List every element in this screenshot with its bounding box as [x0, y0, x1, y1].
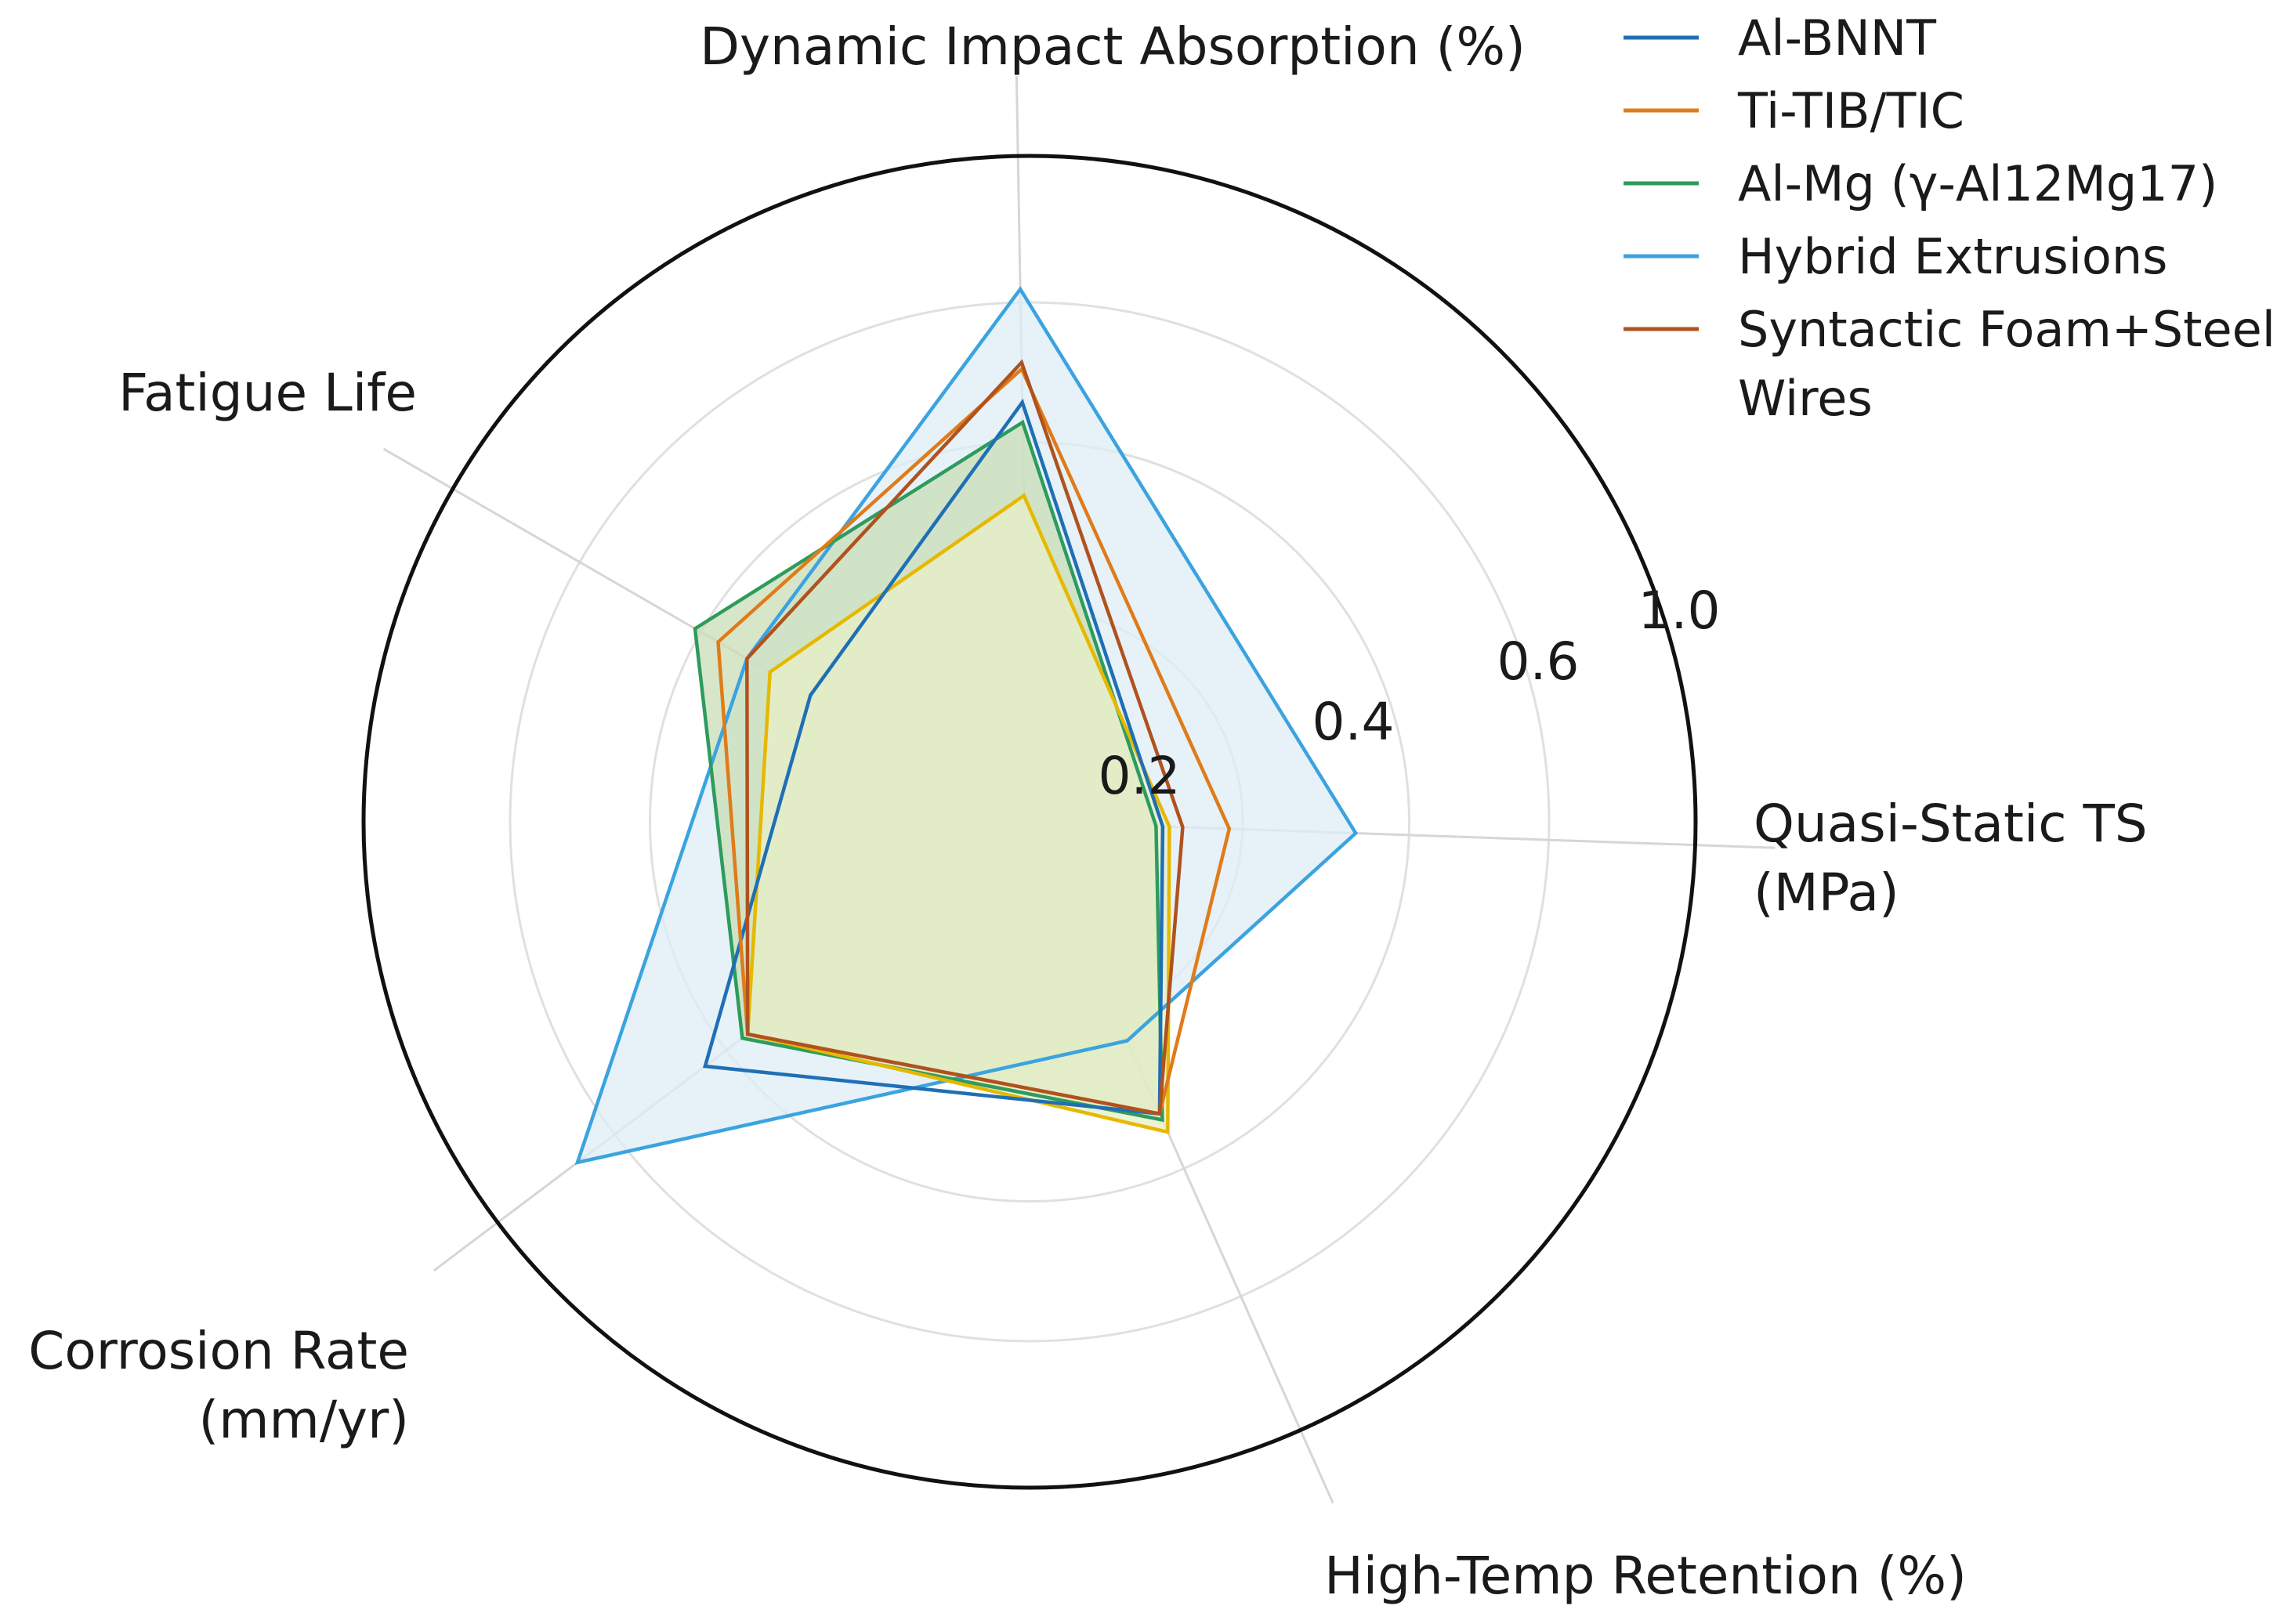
series-lines — [574, 286, 1359, 1165]
legend-label-ti-tib-tic: Ti-TIB/TIC — [1737, 82, 1964, 139]
series-line-syntactic-foam-steel-wires — [745, 359, 1185, 1116]
series-line-hybrid-extrusions — [574, 286, 1359, 1165]
axis-label-corrosion-rate-mm-yr: Corrosion Rate (mm/yr) — [28, 1321, 409, 1450]
legend-label-syntactic-foam-steel-wires: Syntactic Foam+Steel Wires — [1738, 301, 2275, 427]
radial-tick-label: 1.0 — [1638, 581, 1721, 641]
axis-label-quasi-static-ts-mpa: Quasi-Static TS (MPa) — [1754, 794, 2148, 923]
axis-label-dynamic-impact-absorption: Dynamic Impact Absorption (%) — [700, 16, 1526, 77]
radial-tick-label: 0.4 — [1312, 692, 1395, 752]
series-line-al-bnnt — [703, 398, 1165, 1116]
radial-tick-label: 0.2 — [1099, 746, 1181, 806]
series-fill-unlabeled-yellow — [748, 495, 1170, 1132]
legend-label-hybrid-extrusions: Hybrid Extrusions — [1738, 228, 2167, 285]
radial-tick-label: 0.6 — [1497, 631, 1580, 692]
legend-label-al-mg-al12mg17: Al-Mg (γ-Al12Mg17) — [1738, 155, 2217, 212]
series-line-al-mg-al12mg17 — [693, 419, 1164, 1123]
radial-tick-labels: 0.2 0.4 0.6 1.0 — [1099, 581, 1721, 806]
axis-labels: Dynamic Impact Absorption (%) Quasi-Stati… — [28, 16, 2147, 1606]
legend: Al-BNNT Ti-TIB/TIC Al-Mg (γ-Al12Mg17) Hybri… — [1624, 9, 2275, 427]
axis-label-fatigue-life: Fatigue Life — [118, 363, 417, 423]
legend-label-al-bnnt: Al-BNNT — [1738, 9, 1937, 67]
outer-ring — [361, 154, 1698, 1490]
axis-label-high-temp-retention: High-Temp Retention (%) — [1324, 1546, 1967, 1606]
